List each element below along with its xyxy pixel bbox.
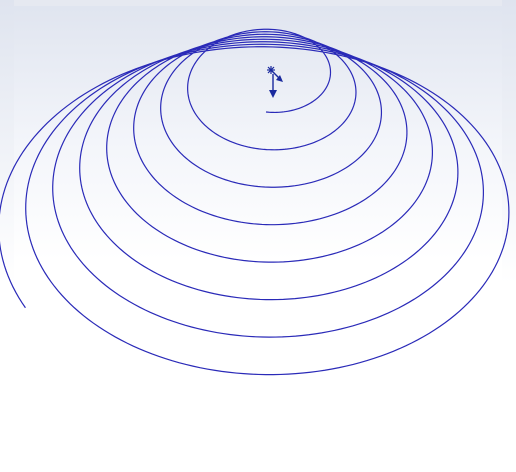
viewport-top-band bbox=[0, 0, 516, 6]
viewport-right-band bbox=[502, 0, 516, 472]
viewport-left-band bbox=[0, 0, 14, 472]
helix-curve[interactable] bbox=[0, 28, 510, 376]
arrow-down-icon[interactable] bbox=[269, 74, 277, 98]
arrow-diagonal-icon[interactable] bbox=[270, 69, 283, 82]
